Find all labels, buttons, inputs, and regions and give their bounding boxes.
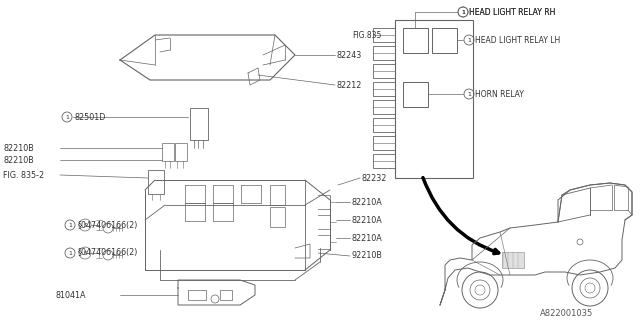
Bar [502, 252, 524, 268]
Bar [220, 290, 232, 300]
Text: 82501D: 82501D [74, 113, 106, 122]
FancyArrowPatch shape [423, 178, 499, 254]
Text: 82210B: 82210B [3, 156, 34, 164]
Text: 82243: 82243 [336, 51, 361, 60]
Text: HEAD LIGHT RELAY RH: HEAD LIGHT RELAY RH [469, 7, 556, 17]
Text: HEAD LIGHT RELAY LH: HEAD LIGHT RELAY LH [475, 36, 560, 44]
Bar [373, 82, 395, 96]
Text: §047406166(2): §047406166(2) [78, 249, 138, 258]
Text: 1: 1 [461, 10, 465, 14]
Bar [373, 154, 395, 168]
Bar [373, 136, 395, 150]
Text: 1: 1 [65, 115, 69, 119]
Text: 82210B: 82210B [3, 143, 34, 153]
Text: 82212: 82212 [336, 81, 362, 90]
Text: A822001035: A822001035 [540, 308, 593, 317]
Text: FIG. 835-2: FIG. 835-2 [3, 171, 44, 180]
Bar [148, 170, 164, 194]
Bar [432, 28, 457, 53]
Bar [270, 185, 285, 205]
Bar [270, 207, 285, 227]
Text: FIG.835: FIG.835 [352, 30, 381, 39]
Text: 82210A: 82210A [351, 215, 381, 225]
Text: HORN RELAY: HORN RELAY [475, 90, 524, 99]
Bar [403, 82, 428, 107]
Bar [395, 20, 473, 178]
Text: 1: 1 [467, 37, 471, 43]
Bar [373, 46, 395, 60]
Text: HEAD LIGHT RELAY RH: HEAD LIGHT RELAY RH [469, 7, 556, 17]
Bar [373, 100, 395, 114]
Bar [175, 143, 187, 161]
Text: 1: 1 [461, 10, 465, 14]
Text: 82210A: 82210A [351, 234, 381, 243]
Text: S: S [83, 251, 87, 255]
Text: 82210A: 82210A [351, 197, 381, 206]
Bar [373, 64, 395, 78]
Text: §047406166(2): §047406166(2) [78, 220, 138, 229]
Text: 92210B: 92210B [351, 252, 382, 260]
Text: S: S [83, 222, 87, 228]
Text: 1: 1 [68, 222, 72, 228]
Text: 82232: 82232 [361, 173, 387, 182]
Bar [403, 28, 428, 53]
Bar [188, 290, 206, 300]
Text: 1: 1 [467, 92, 471, 97]
Text: 1: 1 [68, 251, 72, 255]
Bar [373, 118, 395, 132]
Bar [373, 28, 395, 42]
Bar [190, 108, 208, 140]
Bar [162, 143, 174, 161]
Text: 81041A: 81041A [55, 291, 86, 300]
